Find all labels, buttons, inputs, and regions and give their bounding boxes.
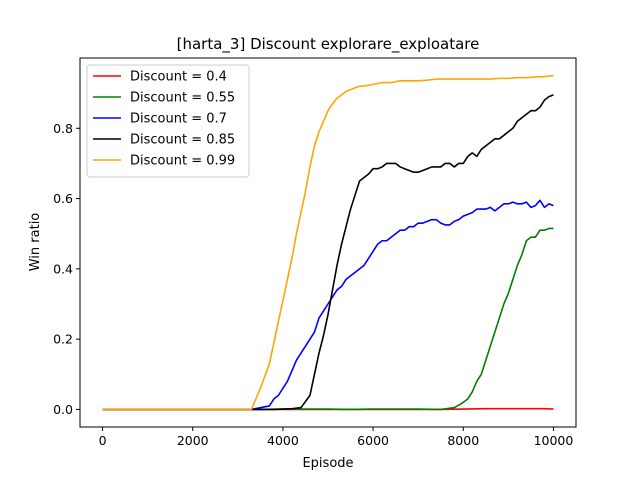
legend-box: [86, 64, 250, 178]
x-axis-title: Episode: [302, 456, 353, 471]
legend-label: Discount = 0.55: [130, 91, 235, 106]
y-axis-title: Win ratio: [28, 213, 43, 272]
plot-frame: [79, 57, 577, 428]
legend: Discount = 0.4 Discount = 0.55 Discount = …: [86, 64, 250, 178]
series-line-2: [102, 199, 554, 411]
legend-label: Discount = 0.4: [130, 70, 227, 85]
x-tick-label: 4000: [267, 433, 299, 448]
chart-title: [harta_3] Discount explorare_exploatare: [177, 35, 480, 54]
series-line-4: [102, 74, 554, 411]
x-tick-label: 2000: [177, 433, 209, 448]
plot-lines: [102, 74, 554, 411]
legend-label: Discount = 0.99: [130, 154, 235, 169]
y-tick-label: 0.0: [53, 402, 73, 417]
y-tick-label: 0.6: [53, 191, 73, 206]
series-line-1: [102, 227, 554, 411]
y-axis: 0.0 0.2 0.4 0.6 0.8: [53, 121, 80, 417]
y-tick-label: 0.4: [53, 261, 73, 276]
y-tick-label: 0.8: [53, 121, 73, 136]
legend-label: Discount = 0.85: [130, 133, 235, 148]
x-tick-label: 8000: [447, 433, 479, 448]
x-axis: 0 2000 4000 6000 8000 10000: [99, 427, 574, 448]
series-line-3: [102, 94, 554, 411]
y-tick-label: 0.2: [53, 332, 73, 347]
legend-label: Discount = 0.7: [130, 112, 227, 127]
x-tick-label: 0: [99, 433, 107, 448]
x-tick-label: 10000: [534, 433, 574, 448]
x-tick-label: 6000: [357, 433, 389, 448]
